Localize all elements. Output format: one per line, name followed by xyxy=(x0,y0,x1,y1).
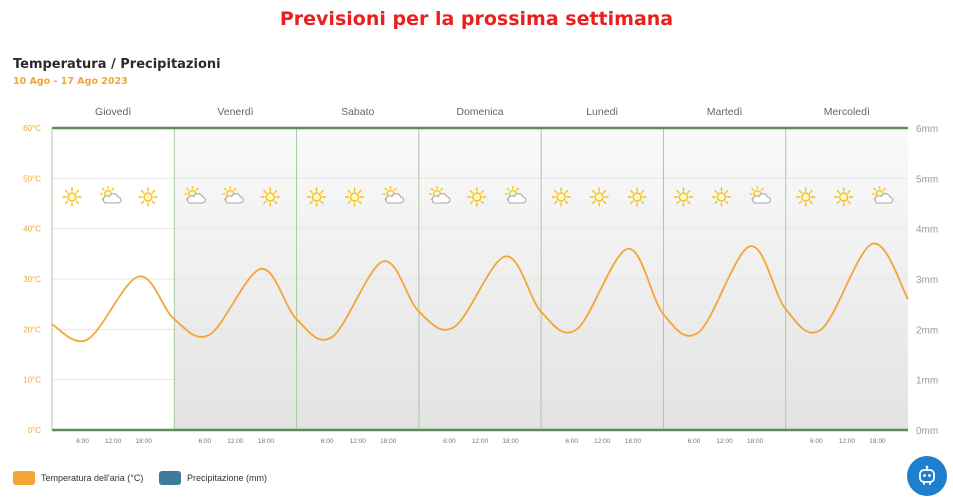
day-label: Giovedì xyxy=(95,106,131,118)
y-tick-label-left: 10°C xyxy=(23,376,41,385)
day-label: Sabato xyxy=(341,106,374,118)
y-tick-label-left: 30°C xyxy=(23,275,41,284)
temperature-chart: 0°C 0mm 10°C 1mm 20°C 2mm 30°C 3mm 40°C 4mm 50°C 5m… xyxy=(23,106,938,445)
y-tick-label-right: 0mm xyxy=(916,426,938,437)
legend-item-temperature[interactable]: Temperatura dell'aria (°C) xyxy=(13,470,143,486)
sun-icon xyxy=(306,187,327,207)
hour-tick-label: 12:00 xyxy=(227,438,244,445)
day-label: Mercoledì xyxy=(824,106,870,118)
day-label: Venerdì xyxy=(217,106,253,118)
y-tick-label-left: 0°C xyxy=(28,426,42,435)
y-tick-label-left: 20°C xyxy=(23,325,41,334)
hour-tick-label: 6:00 xyxy=(688,438,701,445)
y-tick-label-right: 4mm xyxy=(916,225,938,236)
hour-tick-label: 6:00 xyxy=(321,438,334,445)
hour-tick-label: 18:00 xyxy=(747,438,764,445)
day-label: Domenica xyxy=(456,106,503,118)
legend-item-precipitation[interactable]: Precipitazione (mm) xyxy=(159,470,267,486)
hour-tick-label: 6:00 xyxy=(565,438,578,445)
hour-tick-label: 6:00 xyxy=(76,438,89,445)
hour-tick-label: 18:00 xyxy=(136,438,153,445)
y-tick-label-left: 50°C xyxy=(23,174,41,183)
hour-tick-label: 18:00 xyxy=(869,438,886,445)
hour-tick-label: 18:00 xyxy=(258,438,275,445)
y-tick-label-right: 5mm xyxy=(916,174,938,185)
sun-icon xyxy=(138,187,158,207)
hour-tick-label: 12:00 xyxy=(594,438,611,445)
precipitation-legend-label: Precipitazione (mm) xyxy=(187,473,268,483)
hour-tick-label: 6:00 xyxy=(199,438,212,445)
partly-cloudy-icon xyxy=(99,185,122,204)
assistant-button[interactable] xyxy=(907,456,947,496)
sun-icon xyxy=(551,187,571,207)
sun-icon xyxy=(344,187,365,207)
sun-icon xyxy=(589,187,609,207)
hour-tick-label: 12:00 xyxy=(350,438,367,445)
robot-icon xyxy=(919,465,935,485)
hour-tick-label: 6:00 xyxy=(810,438,823,445)
temperature-series-line xyxy=(51,242,909,343)
sun-icon xyxy=(62,187,82,207)
sun-icon xyxy=(834,187,854,207)
sun-icon xyxy=(467,187,487,207)
y-tick-label-right: 6mm xyxy=(916,124,938,135)
sun-icon xyxy=(796,187,816,207)
y-tick-label-left: 40°C xyxy=(23,225,41,234)
hour-tick-label: 12:00 xyxy=(472,438,489,445)
page-headline: Previsioni per la prossima settimana xyxy=(279,8,674,30)
chart-title: Temperatura / Precipitazioni xyxy=(13,57,221,72)
hour-tick-label: 6:00 xyxy=(443,438,456,445)
sun-icon xyxy=(260,187,280,207)
y-tick-label-right: 1mm xyxy=(916,376,938,387)
hour-tick-label: 12:00 xyxy=(105,438,122,445)
temperature-legend-swatch xyxy=(13,471,35,485)
temperature-legend-label: Temperatura dell'aria (°C) xyxy=(41,473,144,483)
hour-tick-label: 18:00 xyxy=(625,438,642,445)
sun-icon xyxy=(627,187,647,207)
hour-tick-label: 18:00 xyxy=(380,438,397,445)
hour-tick-label: 18:00 xyxy=(502,438,519,445)
y-tick-label-left: 60°C xyxy=(23,124,41,133)
y-tick-label-right: 3mm xyxy=(916,275,938,286)
hour-tick-label: 12:00 xyxy=(716,438,733,445)
chart-date-range: 10 Ago - 17 Ago 2023 xyxy=(13,76,128,87)
sun-icon xyxy=(673,187,694,207)
day-label: Martedì xyxy=(707,106,743,118)
day-label: Lunedì xyxy=(586,106,618,118)
precipitation-legend-swatch xyxy=(159,471,181,485)
sun-icon xyxy=(711,187,732,207)
y-tick-label-right: 2mm xyxy=(916,325,938,336)
hour-tick-label: 12:00 xyxy=(839,438,856,445)
